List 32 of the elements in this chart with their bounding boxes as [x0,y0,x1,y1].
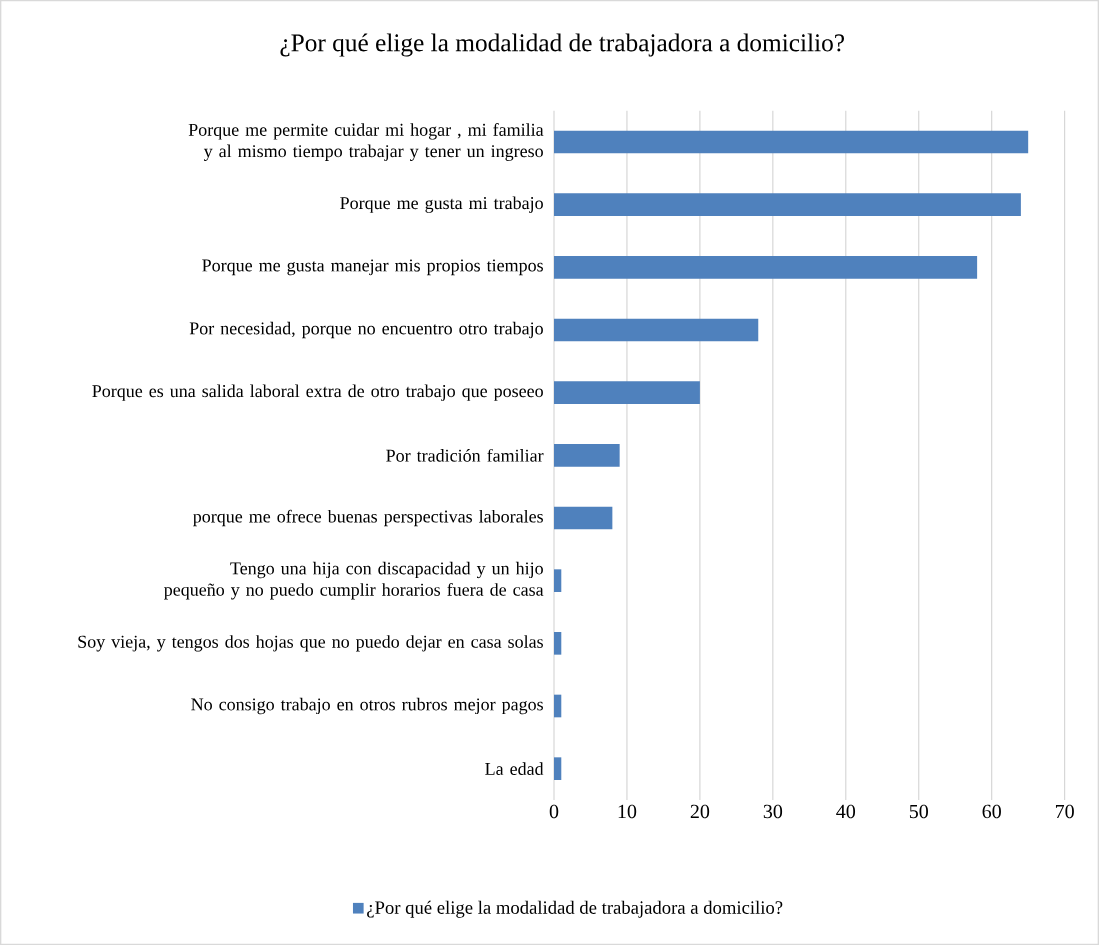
x-tick-label: 0 [549,804,559,819]
y-tick-label: Tengo una hija con discapacidad y un hijo pequeño y no puedo cumplir horarios fuera de casa [164,561,544,600]
x-tick-label: 30 [763,804,783,819]
y-tick-label: Porque me gusta manejar mis propios tiempos [202,259,543,276]
x-tick-label: 10 [618,804,637,819]
bar [554,444,620,467]
y-tick-label: Por tradición familiar [386,448,544,462]
y-tick-label: Por necesidad, porque no encuentro otro trabajo [189,321,543,339]
bar [554,318,759,342]
y-tick-label: No consigo trabajo en otros rubros mejor pagos [191,697,543,715]
x-tick-label: 50 [909,804,928,819]
chart-title: ¿Por qué elige la modalidad de trabajadora a domicilio? [280,33,845,57]
bar [554,569,562,592]
y-tick-label: Porque me permite cuidar mi hogar , mi familia y al mismo tiempo trabajar y tener un ingreso [188,123,544,161]
bar [554,631,562,655]
x-tick-label: 60 [982,804,1001,819]
y-tick-label: Porque me gusta mi trabajo [340,196,543,213]
y-tick-label: La edad [485,762,544,775]
bar [554,757,562,780]
bar [554,381,700,404]
x-tick-label: 40 [836,804,856,819]
bar [554,694,562,718]
bar [554,193,1021,216]
bar [554,506,613,530]
x-tick-label: 20 [690,804,710,819]
x-tick-label: 70 [1055,804,1074,819]
y-tick-label: Soy vieja, y tengos dos hojas que no puedo dejar en casa solas [78,635,543,652]
bar [554,130,1029,154]
y-tick-label: Porque es una salida laboral extra de otro trabajo que poseeo [92,384,543,401]
y-tick-label: porque me ofrece buenas perspectivas laborales [193,509,543,527]
bar [554,255,978,279]
legend-label: ¿Por qué elige la modalidad de trabajadora a domicilio? [367,900,783,918]
